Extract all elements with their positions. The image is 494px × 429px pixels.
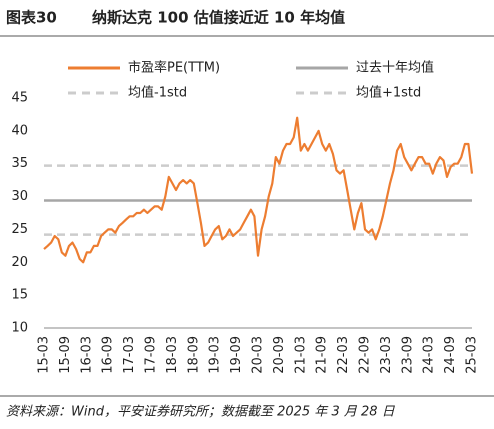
y-tick-label: 20 — [11, 255, 28, 270]
legend-label: 均值-1std — [128, 85, 187, 101]
x-tick-label: 22-03 — [336, 336, 351, 374]
x-tick-label: 21-09 — [315, 336, 330, 374]
source: 资料来源：Wind，平安证券研究所；数据截至 2025 年 3 月 28 日 — [6, 404, 396, 420]
x-tick-label: 23-09 — [400, 336, 415, 374]
x-tick-label: 23-03 — [379, 336, 394, 374]
x-tick-label: 20-03 — [251, 336, 266, 374]
y-tick-label: 25 — [11, 222, 28, 237]
x-tick-label: 16-09 — [101, 336, 116, 374]
x-tick-label: 22-09 — [358, 336, 373, 374]
x-tick-label: 21-03 — [293, 336, 308, 374]
x-tick-label: 25-03 — [465, 336, 480, 374]
y-tick-label: 30 — [11, 189, 28, 204]
y-tick-label: 40 — [11, 123, 28, 138]
y-tick-label: 10 — [11, 321, 28, 336]
x-tick-label: 15-03 — [37, 336, 52, 374]
x-tick-label: 24-09 — [443, 336, 458, 374]
y-tick-label: 45 — [11, 91, 28, 106]
chart-title: 纳斯达克 100 估值接近近 10 年均值 — [92, 9, 345, 27]
x-tick-label: 19-03 — [208, 336, 223, 374]
pe-line — [43, 116, 474, 264]
legend-label: 过去十年均值 — [356, 60, 434, 76]
x-tick-label: 19-09 — [229, 336, 244, 374]
x-tick-label: 18-03 — [165, 336, 180, 374]
legend-label: 均值+1std — [356, 85, 421, 101]
y-tick-label: 15 — [11, 288, 28, 303]
x-tick-label: 17-09 — [144, 336, 159, 374]
figure-label: 图表30 — [6, 9, 57, 27]
x-tick-label: 16-03 — [79, 336, 94, 374]
x-tick-label: 17-03 — [122, 336, 137, 374]
x-tick-label: 15-09 — [58, 336, 73, 374]
x-tick-label: 18-09 — [186, 336, 201, 374]
y-tick-label: 35 — [11, 156, 28, 171]
x-tick-label: 24-03 — [422, 336, 437, 374]
legend-label: 市盈率PE(TTM) — [128, 60, 220, 76]
x-tick-label: 20-09 — [272, 336, 287, 374]
